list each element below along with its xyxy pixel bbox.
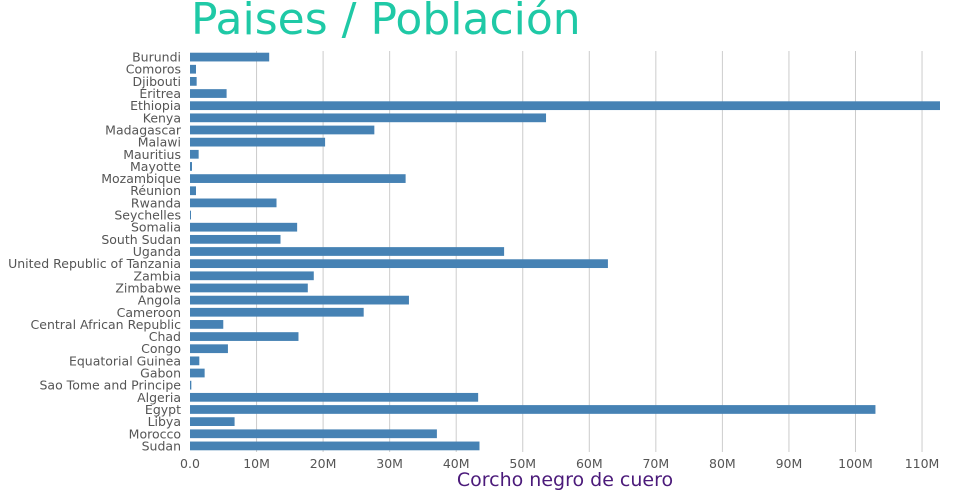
category-label: Mayotte <box>130 159 181 174</box>
category-label: Central African Republic <box>31 317 182 332</box>
x-tick-labels: 0.0 10M 20M 30M 40M 50M 60M 70M 80M 90M 100M 110M <box>180 456 939 471</box>
category-label: South Sudan <box>101 232 181 247</box>
x-tick-label: 110M <box>905 456 940 471</box>
category-label: Angola <box>138 293 181 308</box>
category-label: Réunion <box>130 183 181 198</box>
category-label: Eritrea <box>139 86 181 101</box>
x-tick-label: 80M <box>709 456 736 471</box>
x-tick-label: 0.0 <box>180 456 200 471</box>
category-label: Cameroon <box>117 305 181 320</box>
category-label: Equatorial Guinea <box>69 353 181 368</box>
bar[interactable] <box>190 222 298 232</box>
x-tick-label: 10M <box>243 456 270 471</box>
category-label: Mozambique <box>101 171 181 186</box>
bar[interactable] <box>190 405 876 414</box>
bar[interactable] <box>190 113 547 123</box>
bar[interactable] <box>190 174 406 183</box>
x-tick-label: 20M <box>310 456 337 471</box>
category-label: United Republic of Tanzania <box>8 256 181 271</box>
bar[interactable] <box>190 380 192 390</box>
bar[interactable] <box>190 52 270 62</box>
bar[interactable] <box>190 234 281 244</box>
bars <box>190 52 940 451</box>
bar[interactable] <box>190 307 364 317</box>
bar[interactable] <box>190 332 299 341</box>
bar[interactable] <box>190 101 940 111</box>
category-label: Mauritius <box>123 147 181 162</box>
category-label: Rwanda <box>131 195 181 210</box>
bar[interactable] <box>190 429 437 439</box>
category-label: Algeria <box>137 390 181 405</box>
x-tick-label: 70M <box>642 456 669 471</box>
bar[interactable] <box>190 125 375 135</box>
bar[interactable] <box>190 149 199 159</box>
category-label: Egypt <box>145 402 181 417</box>
bar[interactable] <box>190 89 227 98</box>
category-label: Malawi <box>138 135 181 150</box>
x-tick-label: 100M <box>838 456 873 471</box>
category-label: Djibouti <box>133 74 181 89</box>
category-label: Sao Tome and Principe <box>39 378 181 393</box>
category-label: Somalia <box>131 220 181 235</box>
bar[interactable] <box>190 417 235 426</box>
bar[interactable] <box>190 64 196 74</box>
bar[interactable] <box>190 356 200 366</box>
category-label: Chad <box>149 329 181 344</box>
bar[interactable] <box>190 392 479 402</box>
category-label: Morocco <box>129 426 181 441</box>
x-tick-label: 30M <box>376 456 403 471</box>
bar[interactable] <box>190 368 205 378</box>
category-label: Sudan <box>142 438 181 453</box>
category-label: Ethiopia <box>130 98 181 113</box>
category-label: Zambia <box>134 268 181 283</box>
bar[interactable] <box>190 441 480 451</box>
x-axis-title: Corcho negro de cuero <box>456 469 674 491</box>
bar[interactable] <box>190 344 228 354</box>
bar[interactable] <box>190 137 326 147</box>
bar[interactable] <box>190 320 224 329</box>
category-label: Seychelles <box>114 208 181 223</box>
bar[interactable] <box>190 295 409 305</box>
bar[interactable] <box>190 198 277 208</box>
x-tick-label: 40M <box>443 456 470 471</box>
bar[interactable] <box>190 210 191 220</box>
x-tick-label: 90M <box>776 456 803 471</box>
bar[interactable] <box>190 77 197 86</box>
category-label: Madagascar <box>105 122 182 137</box>
category-label: Gabon <box>140 366 181 381</box>
category-label: Comoros <box>126 62 181 77</box>
bar[interactable] <box>190 247 505 256</box>
category-label: Zimbabwe <box>115 280 181 295</box>
bar[interactable] <box>190 259 608 269</box>
bar[interactable] <box>190 283 308 293</box>
bar[interactable] <box>190 186 196 196</box>
category-label: Kenya <box>143 110 181 125</box>
bar[interactable] <box>190 162 192 171</box>
category-label: Libya <box>148 414 181 429</box>
bar[interactable] <box>190 271 314 281</box>
category-labels: BurundiComorosDjiboutiEritreaEthiopiaKen… <box>8 50 182 454</box>
category-label: Congo <box>141 341 181 356</box>
x-tick-label: 60M <box>576 456 603 471</box>
category-label: Burundi <box>132 50 181 65</box>
x-tick-label: 50M <box>509 456 536 471</box>
chart-title: Paises / Población <box>191 0 581 45</box>
category-label: Uganda <box>133 244 181 259</box>
